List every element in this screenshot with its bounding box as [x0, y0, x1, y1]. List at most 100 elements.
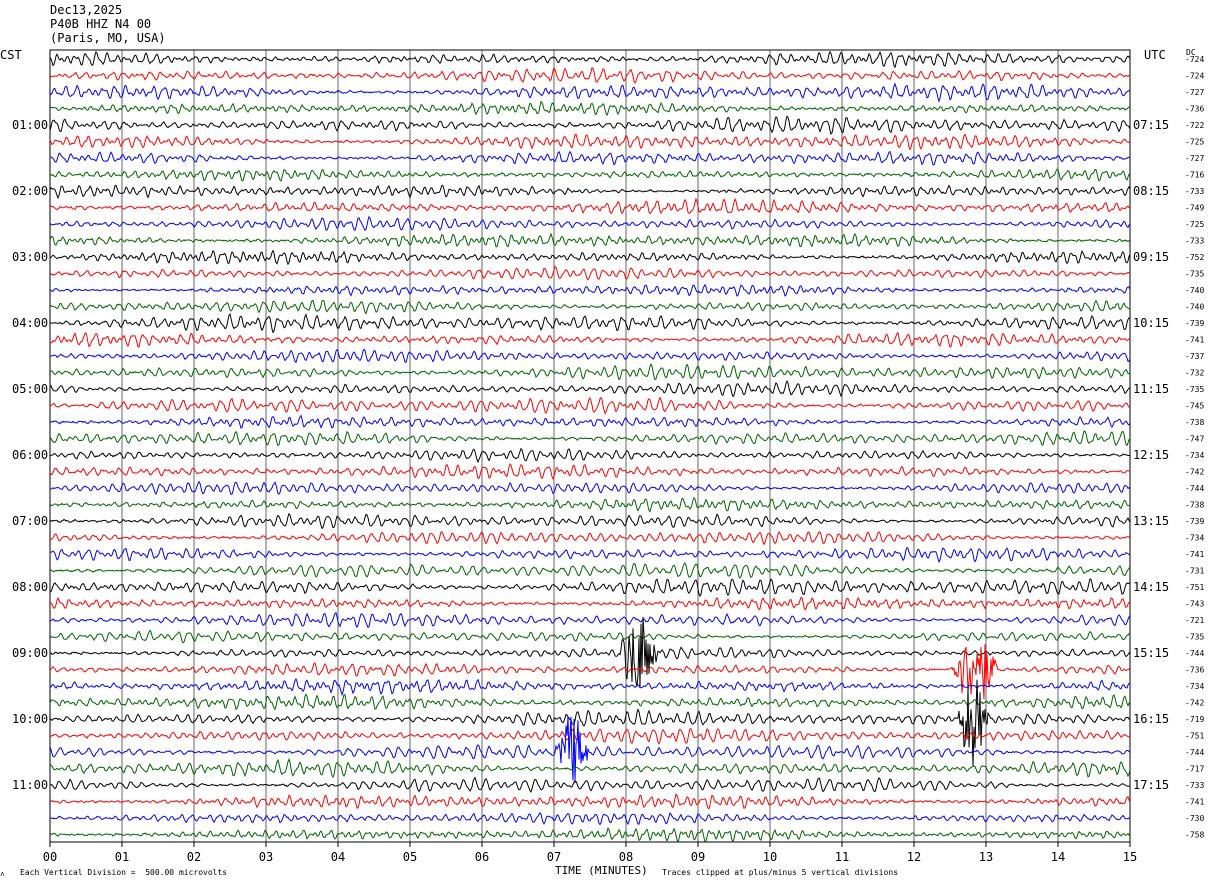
- seismic-trace: [49, 414, 1131, 429]
- dc-offset-label: -730: [1185, 814, 1204, 823]
- seismic-trace: [50, 168, 1131, 182]
- dc-offset-label: -735: [1185, 385, 1204, 394]
- dc-offset-label: -751: [1185, 732, 1204, 741]
- right-hour-label: 15:15: [1133, 646, 1169, 660]
- right-hour-label: 08:15: [1133, 184, 1169, 198]
- dc-offset-label: -735: [1185, 633, 1204, 642]
- x-tick-label: 08: [619, 850, 633, 864]
- seismic-trace: [49, 66, 1131, 84]
- location-label: (Paris, MO, USA): [50, 31, 166, 45]
- x-tick-label: 12: [907, 850, 921, 864]
- dc-offset-label: -733: [1185, 187, 1204, 196]
- dc-offset-label: -740: [1185, 303, 1204, 312]
- seismic-trace: [49, 115, 1131, 136]
- right-hour-label: 17:15: [1133, 778, 1169, 792]
- x-tick-label: 10: [763, 850, 777, 864]
- dc-offset-label: -734: [1185, 534, 1204, 543]
- x-tick-label: 14: [1051, 850, 1065, 864]
- dc-offset-label: -740: [1185, 286, 1204, 295]
- seismic-trace: [49, 728, 1131, 745]
- dc-offset-label: -722: [1185, 121, 1204, 130]
- seismic-trace: [49, 578, 1131, 598]
- seismic-trace: [50, 150, 1131, 166]
- dc-offset-label: -742: [1185, 699, 1204, 708]
- seismic-trace: [49, 793, 1131, 810]
- dc-offset-label: -739: [1185, 517, 1204, 526]
- dc-offset-label: -725: [1185, 138, 1204, 147]
- left-hour-label: 04:00: [12, 316, 48, 330]
- seismic-trace: [49, 827, 1131, 844]
- dc-offset-label: -741: [1185, 798, 1204, 807]
- seismic-trace: [49, 546, 1131, 564]
- x-tick-label: 15: [1123, 850, 1137, 864]
- dc-offset-label: -717: [1185, 765, 1204, 774]
- seismic-trace: [49, 232, 1131, 248]
- seismic-trace: [49, 50, 1131, 69]
- left-hour-label: 03:00: [12, 250, 48, 264]
- seismic-trace: [49, 215, 1131, 232]
- x-tick-label: 00: [43, 850, 57, 864]
- right-timezone-label: UTC: [1144, 48, 1166, 62]
- x-tick-label: 11: [835, 850, 849, 864]
- left-hour-label: 02:00: [12, 184, 48, 198]
- dc-offset-label: -727: [1185, 88, 1204, 97]
- seismic-trace: [49, 363, 1131, 381]
- seismic-trace: [49, 447, 1131, 464]
- dc-offset-label: -736: [1185, 105, 1204, 114]
- seismic-trace: [49, 629, 1131, 644]
- left-hour-label: 06:00: [12, 448, 48, 462]
- dc-offset-label: -738: [1185, 418, 1204, 427]
- seismic-trace: [49, 716, 1131, 784]
- trace-group: [49, 50, 1131, 844]
- seismic-trace: [49, 249, 1131, 266]
- dc-offset-label: -721: [1185, 616, 1204, 625]
- dc-offset-label: -724: [1185, 55, 1204, 64]
- right-hour-label: 16:15: [1133, 712, 1169, 726]
- dc-offset-label: -734: [1185, 682, 1204, 691]
- dc-offset-label: -747: [1185, 435, 1204, 444]
- plot-frame: [49, 49, 1131, 843]
- x-tick-label: 02: [187, 850, 201, 864]
- seismic-trace: [49, 265, 1131, 281]
- left-hour-label: 08:00: [12, 580, 48, 594]
- dc-offset-label: -751: [1185, 583, 1204, 592]
- seismic-trace: [49, 299, 1131, 315]
- seismic-trace: [49, 677, 1131, 697]
- x-tick-label: 03: [259, 850, 273, 864]
- x-tick-label: 04: [331, 850, 345, 864]
- dc-offset-label: -739: [1185, 319, 1204, 328]
- dc-offset-label: -716: [1185, 171, 1204, 180]
- right-hour-label: 12:15: [1133, 448, 1169, 462]
- dc-offset-label: -732: [1185, 369, 1204, 378]
- seismic-trace: [49, 596, 1131, 611]
- seismic-trace: [49, 82, 1131, 103]
- seismic-trace: [49, 611, 1131, 629]
- dc-offset-label: -735: [1185, 270, 1204, 279]
- x-tick-label: 09: [691, 850, 705, 864]
- seismic-trace: [49, 679, 1131, 767]
- seismic-trace: [49, 496, 1131, 513]
- dc-offset-label: -719: [1185, 715, 1204, 724]
- x-axis-title: TIME (MINUTES): [555, 864, 648, 877]
- corner-mark: ˄: [0, 870, 5, 879]
- left-hour-label: 05:00: [12, 382, 48, 396]
- seismic-trace: [49, 463, 1130, 481]
- dc-offset-label: -738: [1185, 501, 1204, 510]
- dc-offset-label: -741: [1185, 336, 1204, 345]
- division-note: Each Vertical Division = 500.00 microvol…: [20, 868, 228, 877]
- left-hour-label: 09:00: [12, 646, 48, 660]
- seismic-trace: [49, 811, 1131, 826]
- dc-offset-label: -741: [1185, 550, 1204, 559]
- seismic-trace: [49, 313, 1131, 334]
- seismic-trace: [49, 100, 1130, 117]
- date-label: Dec13,2025: [50, 3, 123, 17]
- seismic-trace: [49, 480, 1131, 496]
- chart-grid: [49, 49, 1131, 847]
- dc-offset-label: -725: [1185, 220, 1204, 229]
- right-hour-label: 14:15: [1133, 580, 1169, 594]
- left-hour-label: 11:00: [12, 778, 48, 792]
- station-label: P40B HHZ N4 00: [50, 17, 152, 31]
- left-hour-label: 10:00: [12, 712, 48, 726]
- right-hour-label: 07:15: [1133, 118, 1169, 132]
